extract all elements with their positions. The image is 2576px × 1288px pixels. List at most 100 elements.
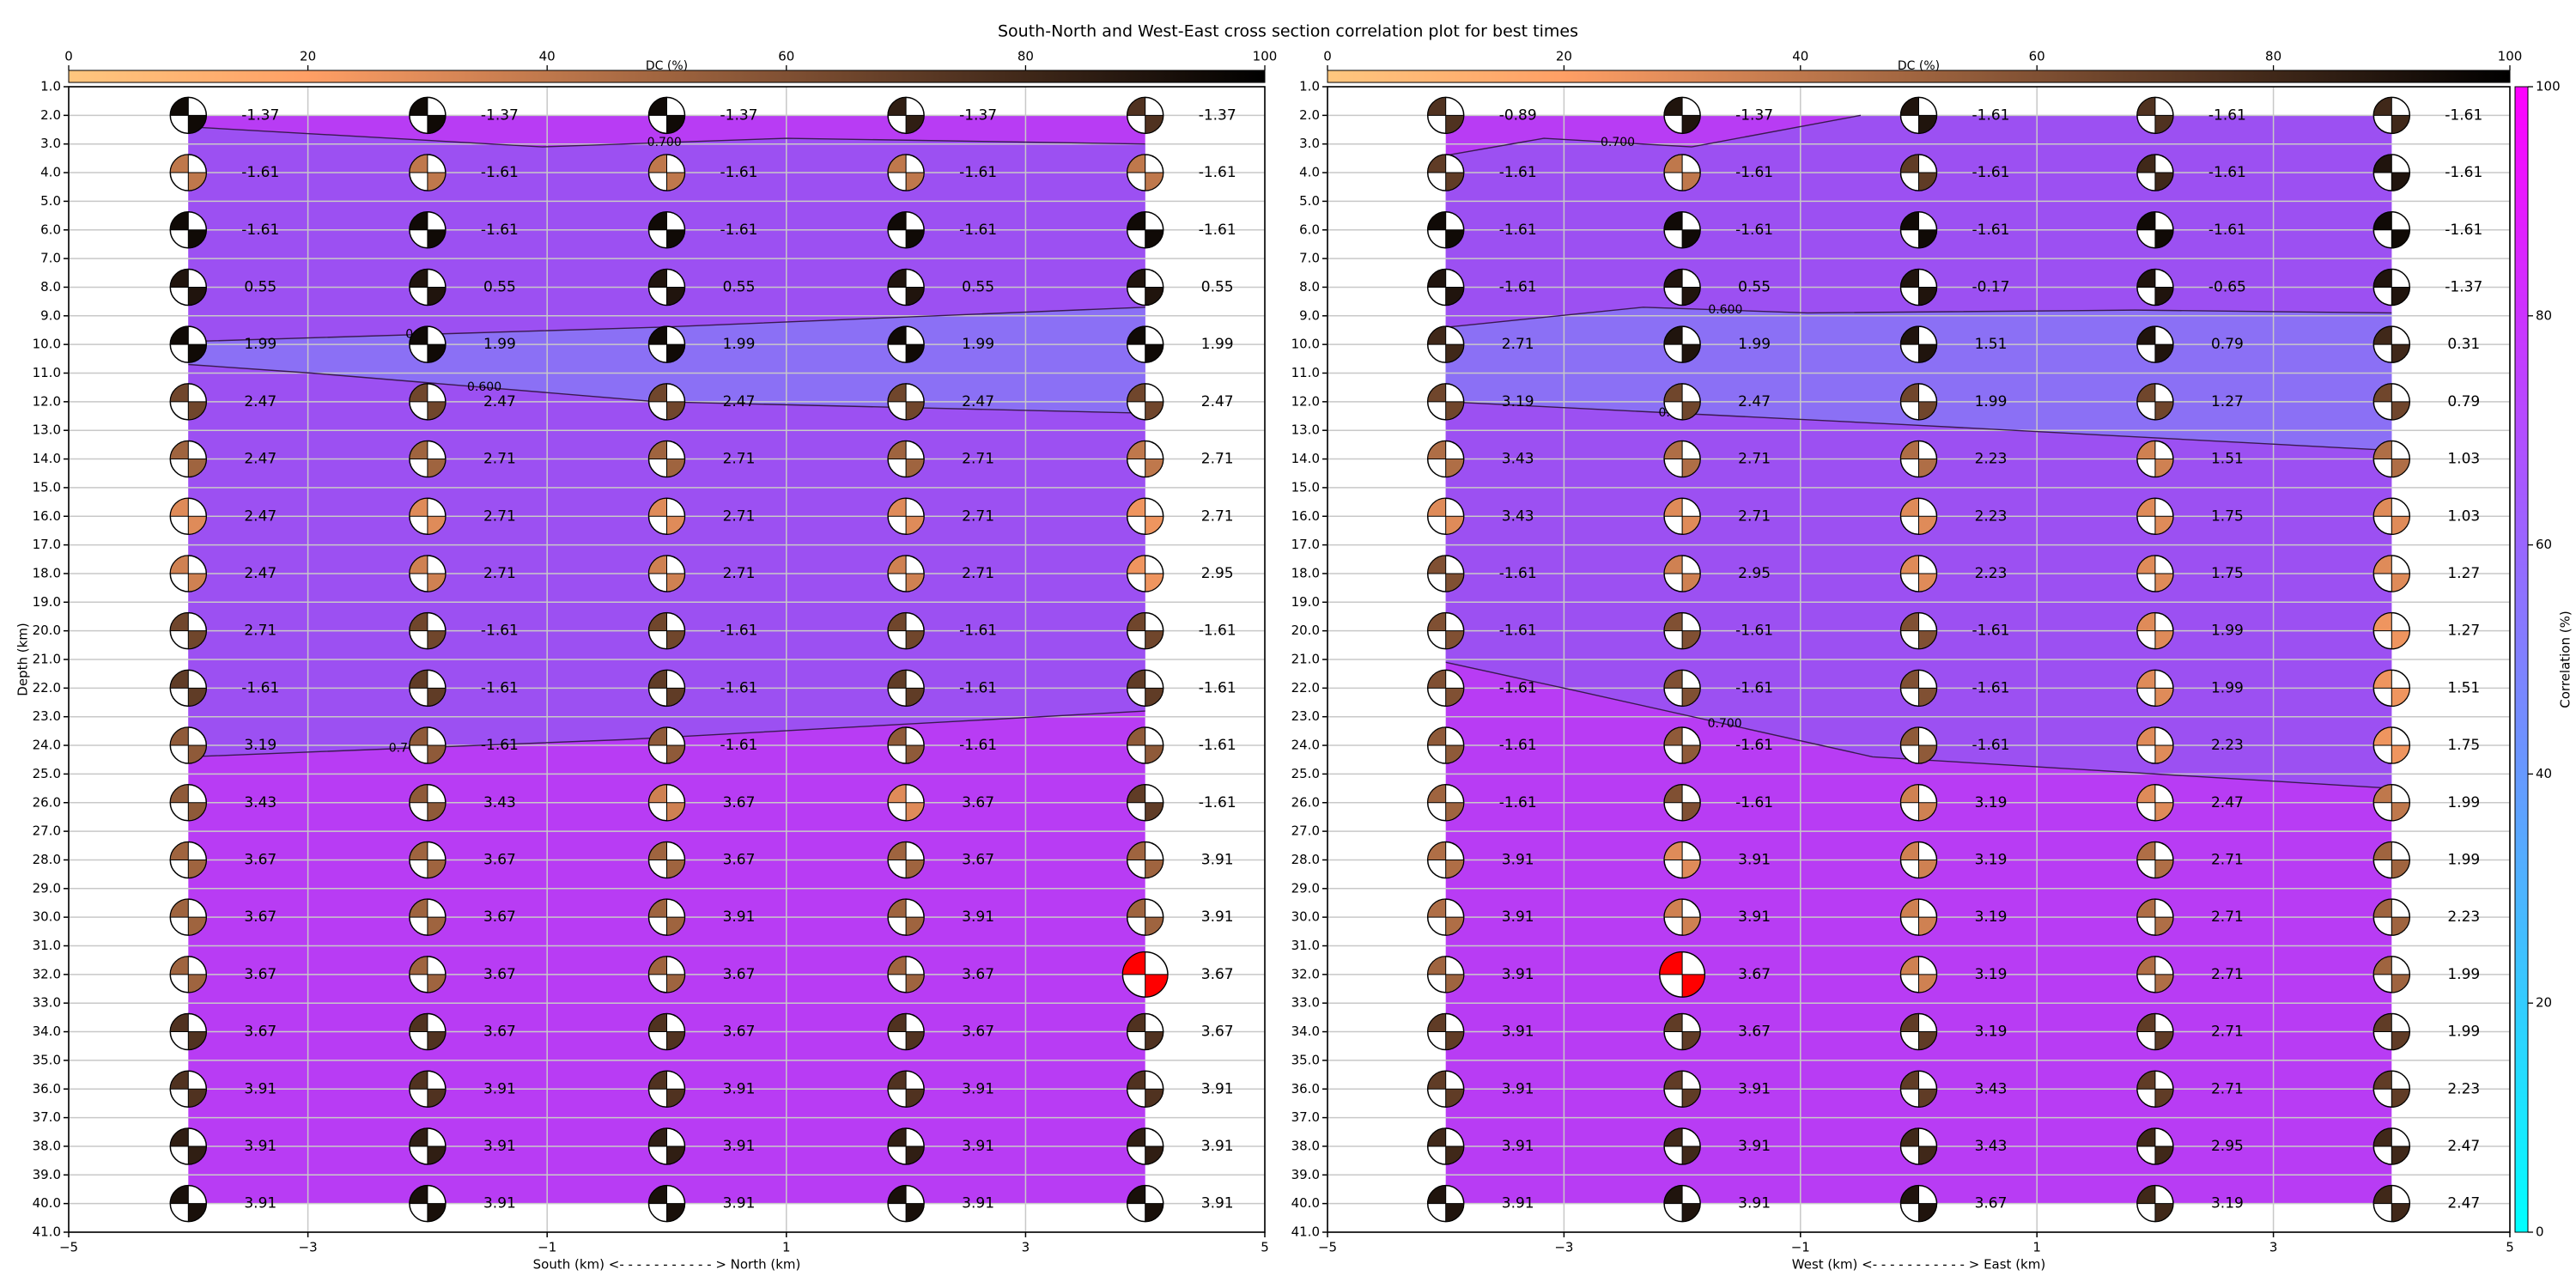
- y-tick-label: 14.0: [33, 451, 61, 466]
- beachball: [2372, 1070, 2411, 1108]
- x-tick-label: 1: [2032, 1240, 2041, 1255]
- beachball: [1126, 726, 1164, 764]
- y-tick-label: 26.0: [1291, 794, 1320, 810]
- beachball-quadrants: [1899, 1185, 1938, 1223]
- value-label: 2.71: [483, 451, 516, 468]
- beachball: [1899, 611, 1938, 650]
- beachball: [1426, 841, 1465, 879]
- beachball: [2136, 1127, 2174, 1165]
- y-tick-label: 3.0: [40, 136, 61, 151]
- y-tick-label: 12.0: [33, 393, 61, 409]
- y-tick-label: 28.0: [1291, 852, 1320, 867]
- beachball-quadrants: [2372, 154, 2410, 191]
- beachball: [2136, 1184, 2174, 1223]
- beachball: [169, 841, 208, 879]
- value-label: 3.91: [1502, 1138, 1534, 1155]
- value-label: 3.19: [244, 737, 276, 754]
- value-label: 2.71: [1738, 451, 1771, 468]
- y-tick-label: 35.0: [1291, 1052, 1320, 1067]
- beachball-quadrants: [1663, 1185, 1701, 1223]
- beachball-quadrants: [1427, 1070, 1465, 1108]
- beachball-quadrants: [169, 1127, 207, 1165]
- y-tick-label: 27.0: [33, 823, 61, 839]
- value-label: 2.47: [244, 393, 276, 410]
- y-tick-label: 17.0: [33, 537, 61, 552]
- contour-label: 0.700: [1601, 136, 1635, 149]
- y-tick-label: 6.0: [1299, 222, 1320, 237]
- beachball-quadrants: [1663, 440, 1701, 478]
- value-label: -1.61: [1499, 222, 1537, 239]
- value-label: -1.61: [1972, 106, 2010, 124]
- beachball-quadrants: [1427, 898, 1465, 936]
- beachball: [409, 1184, 447, 1223]
- beachball-quadrants: [1427, 669, 1465, 707]
- beachball-quadrants: [1127, 784, 1164, 822]
- y-tick-label: 11.0: [1291, 365, 1320, 380]
- beachball-quadrants: [2372, 211, 2410, 249]
- beachball: [2136, 726, 2174, 764]
- y-tick-label: 25.0: [33, 766, 61, 781]
- value-label: 1.75: [2211, 565, 2244, 582]
- beachball-quadrants: [647, 497, 686, 535]
- y-tick-label: 24.0: [1291, 738, 1320, 753]
- value-label: 3.19: [1975, 851, 2008, 868]
- beachball-quadrants: [2136, 154, 2174, 191]
- beachball-quadrants: [1899, 211, 1938, 249]
- colorbar-tick-label: 60: [2536, 537, 2552, 552]
- beachball-quadrants: [647, 841, 686, 878]
- beachball: [2136, 669, 2174, 708]
- beachball: [887, 1184, 925, 1223]
- beachball: [887, 154, 925, 191]
- value-label: 0.55: [962, 278, 994, 295]
- value-label: 3.67: [1201, 1024, 1234, 1041]
- beachball: [1663, 154, 1701, 191]
- beachball: [647, 555, 686, 592]
- value-label: 0.55: [483, 278, 516, 295]
- beachball: [2372, 268, 2411, 307]
- value-label: 0.79: [2447, 393, 2480, 410]
- beachball: [1899, 497, 1938, 535]
- beachball-quadrants: [2372, 497, 2410, 535]
- beachball: [2136, 383, 2174, 421]
- beachball-quadrants: [169, 383, 207, 421]
- beachball: [1126, 497, 1164, 535]
- value-label: 3.19: [1975, 966, 2008, 983]
- value-label: 1.75: [2447, 737, 2480, 754]
- beachball-quadrants: [2372, 440, 2410, 478]
- beachball-quadrants: [1127, 726, 1164, 764]
- beachball-quadrants: [409, 383, 447, 421]
- beachball: [409, 383, 447, 421]
- beachball: [887, 268, 925, 307]
- y-tick-label: 38.0: [33, 1138, 61, 1153]
- beachball: [887, 383, 925, 421]
- value-label: -1.61: [1199, 794, 1236, 811]
- beachball-quadrants: [409, 497, 447, 535]
- value-label: 3.43: [244, 794, 276, 811]
- value-label: 2.71: [962, 507, 994, 525]
- beachball: [887, 611, 925, 650]
- contour-label: 0.700: [1708, 717, 1742, 731]
- y-tick-label: 20.0: [1291, 623, 1320, 638]
- beachball-quadrants: [887, 211, 925, 249]
- beachball-quadrants: [409, 898, 447, 936]
- value-label: 2.47: [1201, 393, 1234, 410]
- beachball-quadrants: [2136, 1070, 2174, 1108]
- value-label: 1.75: [2211, 507, 2244, 525]
- beachball-quadrants: [1127, 383, 1164, 421]
- beachball-quadrants: [2372, 1013, 2410, 1051]
- beachball: [1663, 440, 1701, 478]
- beachball-quadrants: [887, 555, 925, 592]
- dc-colorbar: [68, 70, 1266, 83]
- y-tick-label: 8.0: [40, 279, 61, 295]
- value-label: -1.61: [481, 679, 519, 696]
- value-label: -1.61: [241, 222, 279, 239]
- beachball: [1426, 497, 1465, 535]
- value-label: -1.37: [959, 106, 997, 124]
- beachball-quadrants: [169, 898, 207, 936]
- value-label: 2.23: [1975, 507, 2008, 525]
- y-tick-label: 11.0: [33, 365, 61, 380]
- value-label: -1.37: [1199, 106, 1236, 124]
- value-label: -0.17: [1972, 278, 2010, 295]
- value-label: 1.99: [2447, 1024, 2480, 1041]
- beachball: [647, 611, 686, 650]
